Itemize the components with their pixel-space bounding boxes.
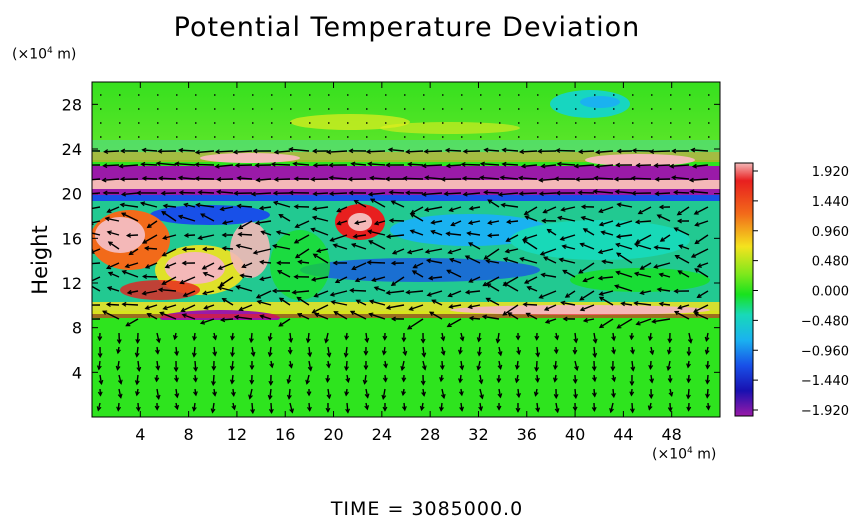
wind-vector bbox=[350, 290, 366, 291]
wind-vector-head bbox=[84, 230, 88, 234]
wind-vector bbox=[520, 151, 537, 152]
wind-vector-head bbox=[85, 281, 89, 284]
wind-vector bbox=[540, 193, 556, 194]
wind-vector-head bbox=[82, 192, 86, 196]
wind-vector-head bbox=[86, 262, 90, 266]
wind-vector-head bbox=[82, 178, 86, 182]
wind-vector bbox=[86, 263, 100, 264]
colorbar-tick-label: −1.440 bbox=[801, 374, 849, 389]
wind-vector bbox=[390, 220, 404, 221]
colorbar bbox=[735, 163, 753, 416]
wind-vector bbox=[275, 179, 290, 180]
colorbar-tick-label: 0.960 bbox=[812, 225, 849, 240]
wind-vector bbox=[655, 165, 670, 166]
colorbar-tick-label: −0.480 bbox=[801, 314, 849, 329]
colorbar-tick-label: 1.920 bbox=[812, 165, 849, 180]
y-tick-label: 8 bbox=[72, 319, 82, 338]
colorbar-tick-label: 0.000 bbox=[812, 285, 849, 300]
wind-vector bbox=[367, 151, 385, 152]
wind-vector-head bbox=[88, 207, 92, 211]
wind-vector bbox=[199, 192, 214, 193]
wind-vector bbox=[463, 178, 480, 179]
wind-vector bbox=[216, 151, 233, 152]
wind-vector bbox=[123, 304, 138, 305]
wind-vector bbox=[272, 164, 290, 165]
wind-vector-head bbox=[83, 163, 87, 167]
wind-vector bbox=[423, 165, 442, 166]
y-tick-label: 20 bbox=[62, 185, 82, 204]
wind-vector bbox=[425, 151, 442, 152]
wind-vector bbox=[179, 150, 195, 151]
x-tick-label: 32 bbox=[468, 425, 488, 444]
wind-vector-head bbox=[87, 283, 91, 286]
heatmap-field bbox=[82, 82, 720, 417]
x-tick-label: 8 bbox=[184, 425, 194, 444]
wind-vector-head bbox=[83, 149, 87, 153]
wind-vector bbox=[650, 151, 670, 152]
wind-vector-head bbox=[84, 317, 88, 321]
x-tick-label: 44 bbox=[613, 425, 633, 444]
x-tick-label: 4 bbox=[135, 425, 145, 444]
wind-vector bbox=[556, 150, 575, 151]
wind-vector bbox=[445, 193, 461, 194]
y-tick-label: 24 bbox=[62, 140, 82, 159]
y-tick-label: 4 bbox=[72, 363, 82, 382]
wind-vector bbox=[159, 178, 176, 179]
wind-vector bbox=[143, 276, 157, 277]
wind-vector bbox=[632, 178, 651, 179]
x-tick-label: 48 bbox=[662, 425, 682, 444]
x-tick-label: 24 bbox=[372, 425, 392, 444]
x-tick-label: 40 bbox=[565, 425, 585, 444]
y-tick-label: 28 bbox=[62, 95, 82, 114]
wind-vector bbox=[104, 151, 119, 152]
wind-vector bbox=[103, 165, 119, 166]
x-tick-label: 16 bbox=[275, 425, 295, 444]
wind-vector bbox=[462, 164, 480, 165]
wind-vector bbox=[390, 192, 404, 193]
wind-vector bbox=[520, 193, 537, 194]
colorbar-tick-label: −0.960 bbox=[801, 344, 849, 359]
colorbar-tick-label: −1.920 bbox=[801, 404, 849, 419]
x-tick-label: 36 bbox=[517, 425, 537, 444]
wind-vector-head bbox=[84, 303, 88, 307]
wind-vector bbox=[330, 193, 347, 194]
wind-vector bbox=[404, 178, 423, 179]
wind-vector bbox=[141, 164, 157, 165]
x-tick-label: 12 bbox=[227, 425, 247, 444]
wind-vector bbox=[633, 150, 651, 151]
x-tick-label: 28 bbox=[420, 425, 440, 444]
colorbar-tick-label: 0.480 bbox=[812, 255, 849, 270]
y-tick-label: 12 bbox=[62, 274, 82, 293]
colorbar-ticks: 1.920 1.440 0.960 0.480 0.000 −0.480 −0.960 −1.… bbox=[753, 165, 849, 419]
wind-vector bbox=[196, 178, 214, 179]
x-tick-label: 20 bbox=[323, 425, 343, 444]
y-tick-label: 16 bbox=[62, 229, 82, 248]
wind-vector bbox=[406, 151, 423, 152]
wind-vector bbox=[484, 192, 499, 193]
wind-vector bbox=[196, 164, 214, 165]
wind-vector bbox=[368, 262, 385, 263]
colorbar-tick-label: 1.440 bbox=[812, 195, 849, 210]
wind-vector bbox=[674, 192, 689, 193]
